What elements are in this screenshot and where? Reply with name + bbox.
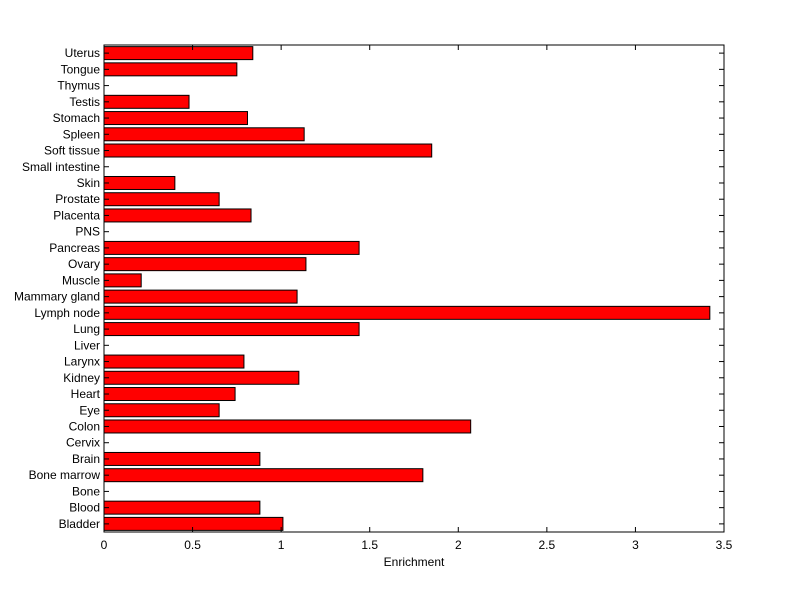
y-tick-label: Uterus — [65, 46, 100, 60]
x-tick-label: 1 — [278, 538, 285, 552]
y-tick-label: Spleen — [63, 127, 100, 141]
bar-prostate — [103, 192, 220, 207]
y-tick-label: Prostate — [55, 192, 100, 206]
bar-lymph-node — [103, 305, 711, 320]
y-tick-label: Small intestine — [22, 160, 100, 174]
bar-brain — [103, 451, 261, 466]
y-tick-label: Cervix — [66, 436, 100, 450]
bar-heart — [103, 387, 236, 402]
y-tick-label: Kidney — [63, 371, 100, 385]
bar-larynx — [103, 354, 245, 369]
bar-eye — [103, 403, 220, 418]
y-tick-label: Soft tissue — [44, 144, 100, 158]
y-tick-label: Eye — [79, 403, 100, 417]
bar-colon — [103, 419, 472, 434]
bar-spleen — [103, 127, 305, 142]
y-tick-label: PNS — [75, 225, 100, 239]
y-tick-label: Liver — [74, 338, 100, 352]
bar-stomach — [103, 111, 248, 126]
y-tick-label: Stomach — [53, 111, 100, 125]
plot-frame — [103, 44, 725, 533]
y-tick-label: Brain — [72, 452, 100, 466]
y-tick-label: Colon — [69, 419, 100, 433]
x-tick-label: 3.5 — [716, 538, 733, 552]
bar-bladder — [103, 516, 284, 531]
bar-ovary — [103, 257, 307, 272]
y-tick-label: Pancreas — [49, 241, 100, 255]
bar-soft-tissue — [103, 143, 433, 158]
bar-testis — [103, 94, 190, 109]
x-tick-label: 2 — [455, 538, 462, 552]
y-tick-label: Blood — [69, 501, 100, 515]
x-tick-label: 1.5 — [361, 538, 378, 552]
bar-muscle — [103, 273, 142, 288]
bar-blood — [103, 500, 261, 515]
y-tick-label: Bone — [72, 484, 100, 498]
y-tick-label: Muscle — [62, 273, 100, 287]
bar-placenta — [103, 208, 252, 223]
y-tick-label: Mammary gland — [14, 290, 100, 304]
bar-pancreas — [103, 240, 360, 255]
y-tick-label: Bone marrow — [29, 468, 101, 482]
bar-uterus — [103, 46, 254, 61]
x-tick-label: 2.5 — [539, 538, 556, 552]
y-tick-label: Placenta — [53, 208, 100, 222]
y-tick-label: Lung — [73, 322, 100, 336]
y-tick-label: Ovary — [68, 257, 100, 271]
bar-kidney — [103, 370, 300, 385]
y-tick-label: Larynx — [64, 355, 100, 369]
bars — [103, 46, 711, 531]
y-tick-label: Testis — [69, 95, 100, 109]
x-axis-title: Enrichment — [384, 555, 445, 569]
bar-tongue — [103, 62, 238, 77]
bar-bone-marrow — [103, 468, 424, 483]
y-tick-label: Thymus — [57, 79, 100, 93]
y-tick-label: Skin — [77, 176, 100, 190]
x-tick-label: 0 — [101, 538, 108, 552]
x-tick-label: 0.5 — [184, 538, 201, 552]
y-tick-label: Tongue — [61, 62, 101, 76]
bar-skin — [103, 175, 176, 190]
y-tick-label: Lymph node — [34, 306, 100, 320]
ticks — [103, 45, 725, 532]
y-tick-label: Heart — [71, 387, 101, 401]
bar-mammary-gland — [103, 289, 298, 304]
y-tick-label: Bladder — [59, 517, 100, 531]
labels: Bladder Blood Bone Bone marrow Brain Cervix Co… — [14, 46, 733, 552]
x-tick-label: 3 — [632, 538, 639, 552]
bar-lung — [103, 322, 360, 337]
